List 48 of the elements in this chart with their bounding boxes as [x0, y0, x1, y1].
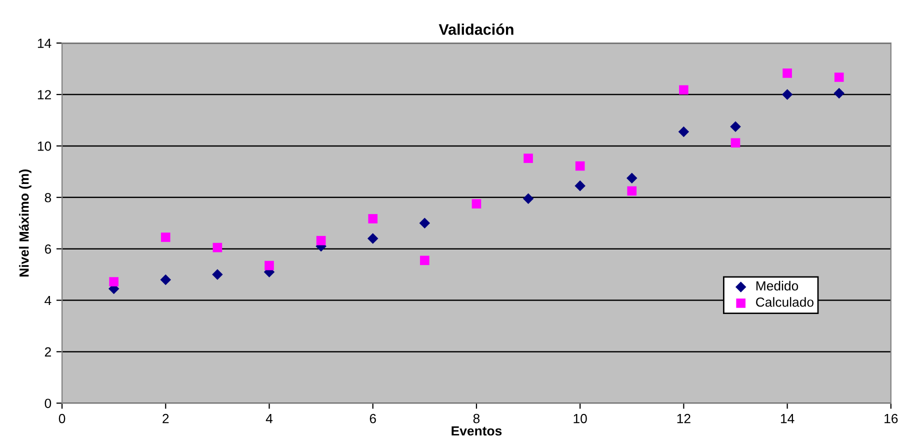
legend-label: Medido	[756, 280, 798, 291]
y-tick-label: 4	[44, 296, 52, 306]
y-tick-label: 6	[44, 244, 52, 254]
x-tick-label: 10	[574, 414, 587, 424]
point	[679, 85, 688, 95]
point	[109, 277, 118, 286]
point	[212, 269, 223, 280]
point	[730, 138, 740, 148]
point	[626, 172, 638, 184]
point	[522, 193, 534, 204]
point	[419, 218, 430, 228]
y-tick-label: 14	[38, 38, 52, 48]
point	[367, 233, 378, 244]
x-tick-label: 0	[58, 414, 66, 424]
point	[420, 256, 430, 266]
y-tick-label: 10	[38, 142, 52, 151]
point	[730, 121, 741, 132]
point	[264, 260, 274, 270]
point	[782, 68, 792, 78]
y-axis-title: Nivel Máximo (m)	[18, 170, 32, 276]
x-tick-label: 14	[780, 414, 794, 424]
y-tick-label: 8	[44, 192, 52, 202]
legend-label: Calculado	[756, 297, 814, 307]
chart-title: Validación	[438, 24, 514, 35]
point	[212, 242, 222, 252]
x-tick-label: 8	[473, 414, 480, 424]
x-tick-label: 16	[884, 414, 898, 424]
point	[678, 126, 690, 138]
point	[160, 232, 170, 242]
point	[524, 154, 533, 163]
point	[368, 214, 378, 224]
point	[834, 72, 844, 82]
point	[575, 161, 585, 171]
x-tick-label: 12	[677, 414, 690, 424]
x-tick-label: 6	[370, 414, 376, 424]
x-tick-label: 4	[266, 414, 273, 424]
point	[834, 88, 844, 99]
y-tick-label: 12	[38, 90, 51, 100]
point	[316, 236, 326, 246]
point	[627, 186, 637, 196]
x-tick-label: 2	[162, 414, 169, 424]
y-tick-label: 2	[44, 347, 51, 356]
point	[782, 89, 793, 100]
x-axis-title: Eventos	[452, 426, 502, 436]
point	[574, 180, 586, 192]
point	[160, 274, 172, 286]
point	[472, 199, 482, 208]
y-tick-label: 0	[44, 398, 52, 408]
